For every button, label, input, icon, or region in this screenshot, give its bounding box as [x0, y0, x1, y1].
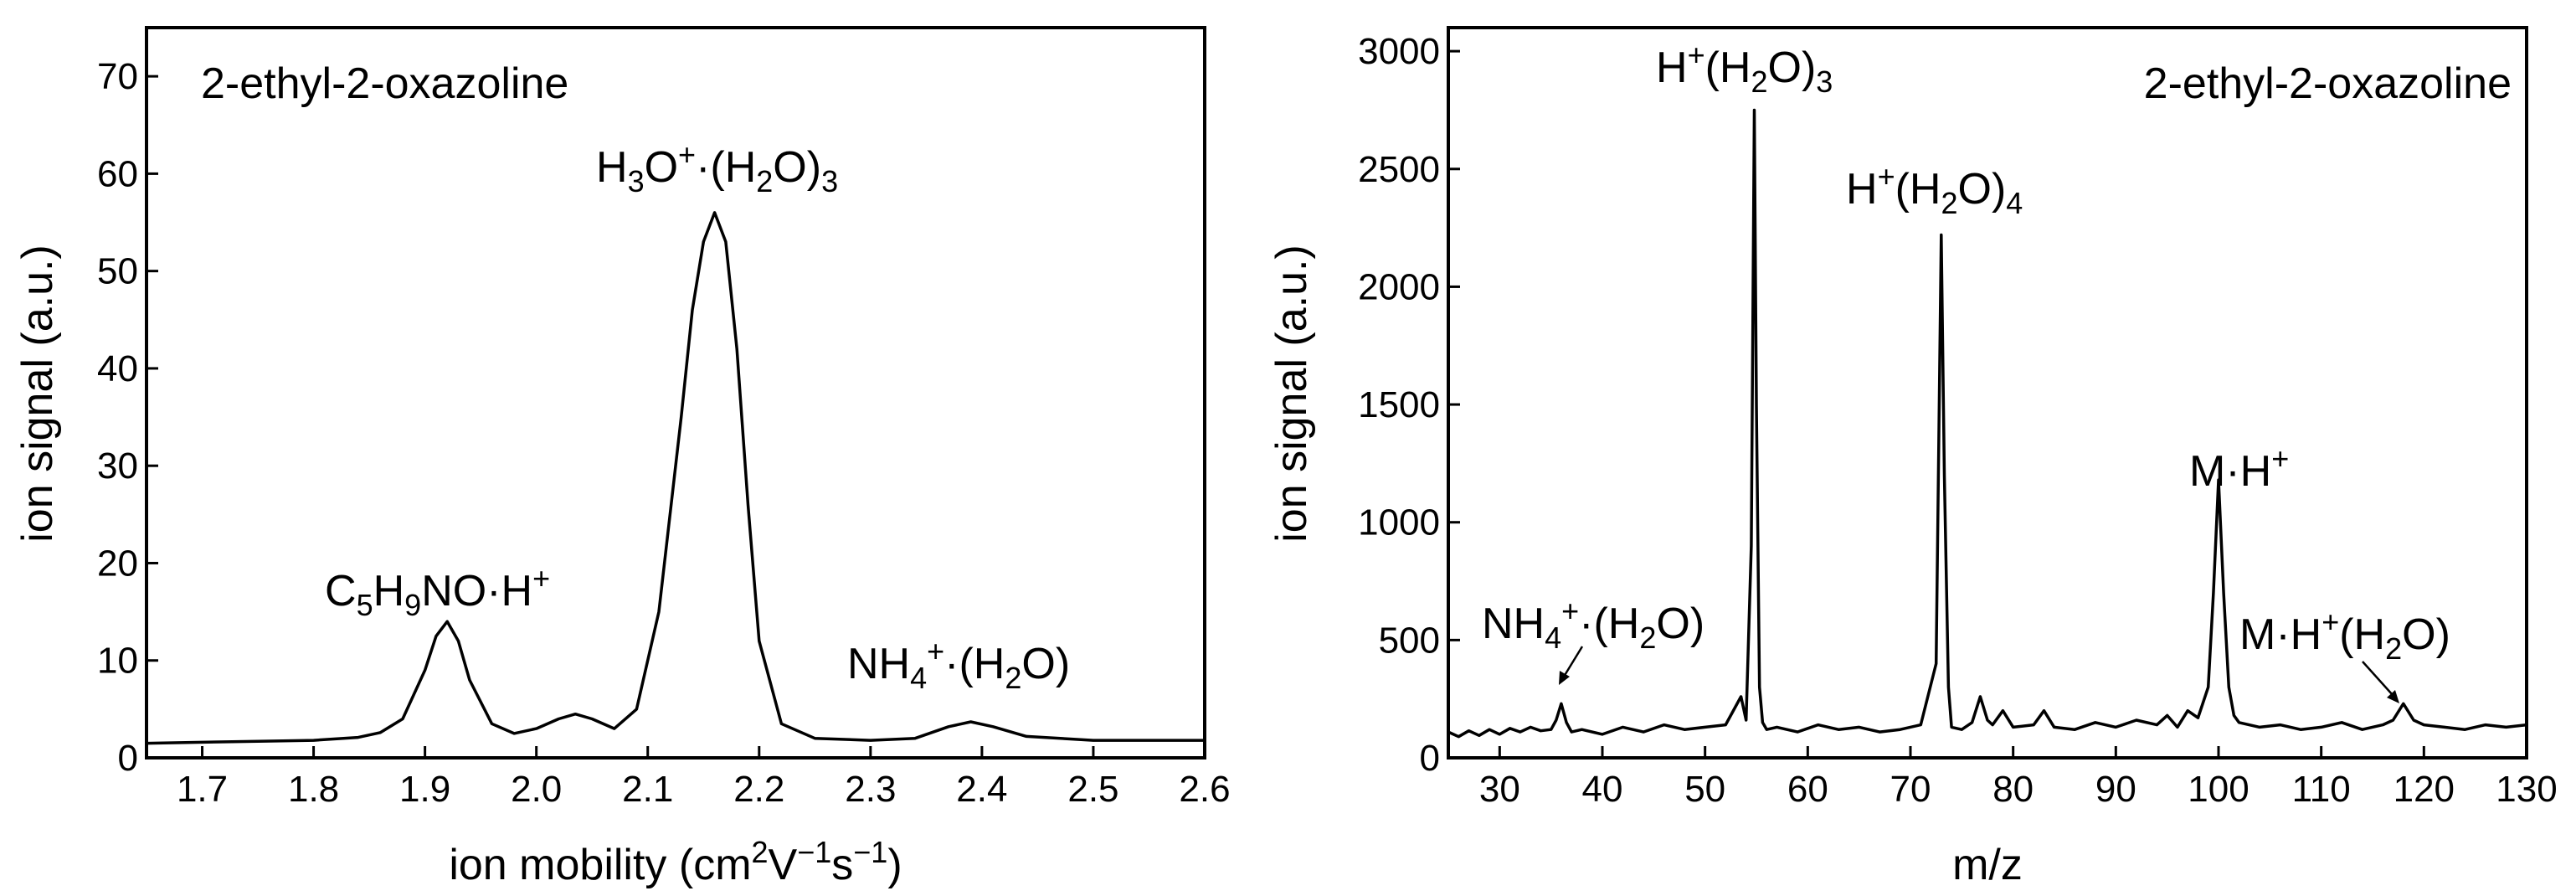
- right-y-axis-label: ion signal (a.u.): [1267, 245, 1316, 543]
- right-y-tick-label: 3000: [1358, 31, 1440, 72]
- left-x-axis-label: ion mobility (cm2V−1s−1): [449, 835, 902, 889]
- left-y-tick-label: 0: [118, 738, 138, 779]
- right-inset-label: 2-ethyl-2-oxazoline: [2144, 59, 2512, 108]
- right-y-tick-label: 2000: [1358, 266, 1440, 307]
- annotation-h3o-h2o3: H3O+·(H2O)3: [596, 137, 838, 198]
- left-y-tick-label: 60: [97, 153, 138, 194]
- right-x-tick-label: 90: [2095, 769, 2136, 810]
- nh4-pointer-line: [1562, 646, 1584, 677]
- right-x-tick-label: 110: [2292, 769, 2351, 810]
- right-chart-panel: 30 40 50 60 70 80 90 100 110 120 130 0 500 1000 1500 20…: [1267, 26, 2558, 889]
- nh4-pointer-arrowhead: [1559, 671, 1570, 685]
- left-x-tick-label: 2.5: [1067, 769, 1118, 810]
- annotation-h-h2o4: H+(H2O)4: [1846, 159, 2023, 220]
- left-tick-labels: 1.7 1.8 1.9 2.0 2.1 2.2 2.3 2.4 2.5 2.6 0 10 20 30 40 5…: [97, 56, 1231, 810]
- right-y-tick-label: 0: [1420, 738, 1440, 779]
- left-x-tick-label: 1.8: [288, 769, 339, 810]
- mh-h2o-pointer-arrowhead: [2387, 690, 2399, 703]
- right-tick-labels: 30 40 50 60 70 80 90 100 110 120 130 0 500 1000 1500 20…: [1358, 31, 2558, 810]
- left-x-tick-label: 2.2: [733, 769, 784, 810]
- left-x-tick-label: 2.6: [1179, 769, 1230, 810]
- left-x-tick-label: 1.7: [177, 769, 228, 810]
- right-x-tick-label: 70: [1890, 769, 1931, 810]
- right-x-tick-label: 40: [1582, 769, 1623, 810]
- annotation-nh4-h2o-left: NH4+·(H2O): [847, 634, 1070, 695]
- mh-h2o-pointer-line: [2362, 661, 2393, 696]
- left-x-tick-label: 2.0: [511, 769, 562, 810]
- right-mass-spectrum-line: [1447, 108, 2527, 739]
- left-axis-ticks: [147, 75, 1206, 760]
- left-y-axis-label: ion signal (a.u.): [13, 245, 62, 543]
- right-x-tick-label: 120: [2393, 769, 2455, 810]
- annotation-c5h9no-h: C5H9NO·H+: [325, 561, 550, 622]
- right-x-tick-label: 100: [2188, 769, 2249, 810]
- left-x-tick-label: 2.3: [845, 769, 896, 810]
- left-inset-label: 2-ethyl-2-oxazoline: [201, 59, 568, 108]
- right-plot-frame: [1447, 26, 2528, 760]
- left-y-tick-label: 50: [97, 251, 138, 292]
- left-chart-panel: 1.7 1.8 1.9 2.0 2.1 2.2 2.3 2.4 2.5 2.6 0 10 20 30 40 5…: [13, 26, 1231, 889]
- right-x-tick-label: 130: [2496, 769, 2557, 810]
- annotation-nh4-h2o-right: NH4+·(H2O): [1482, 594, 1704, 655]
- right-y-tick-label: 2500: [1358, 149, 1440, 190]
- annotation-h-h2o3: H+(H2O)3: [1656, 38, 1833, 99]
- right-y-tick-label: 1500: [1358, 384, 1440, 425]
- right-y-tick-label: 500: [1379, 620, 1440, 661]
- right-x-axis-label: m/z: [1952, 841, 2023, 889]
- left-x-tick-label: 2.4: [956, 769, 1007, 810]
- left-y-tick-label: 30: [97, 445, 138, 487]
- left-y-tick-label: 20: [97, 543, 138, 584]
- left-y-tick-label: 10: [97, 641, 138, 682]
- right-x-tick-label: 50: [1684, 769, 1725, 810]
- annotation-m-h-h2o: M·H+(H2O): [2239, 605, 2450, 666]
- right-x-tick-label: 80: [1992, 769, 2034, 810]
- left-x-tick-label: 1.9: [399, 769, 450, 810]
- annotation-m-h: M·H+: [2189, 441, 2289, 496]
- right-y-tick-label: 1000: [1358, 502, 1440, 543]
- left-y-tick-label: 70: [97, 56, 138, 97]
- left-y-tick-label: 40: [97, 348, 138, 389]
- right-x-tick-label: 60: [1787, 769, 1828, 810]
- left-plot-frame: [145, 26, 1206, 760]
- left-mobility-spectrum-line: [146, 211, 1205, 745]
- right-x-tick-label: 30: [1479, 769, 1520, 810]
- right-axis-ticks: [1448, 49, 2528, 760]
- left-x-tick-label: 2.1: [622, 769, 673, 810]
